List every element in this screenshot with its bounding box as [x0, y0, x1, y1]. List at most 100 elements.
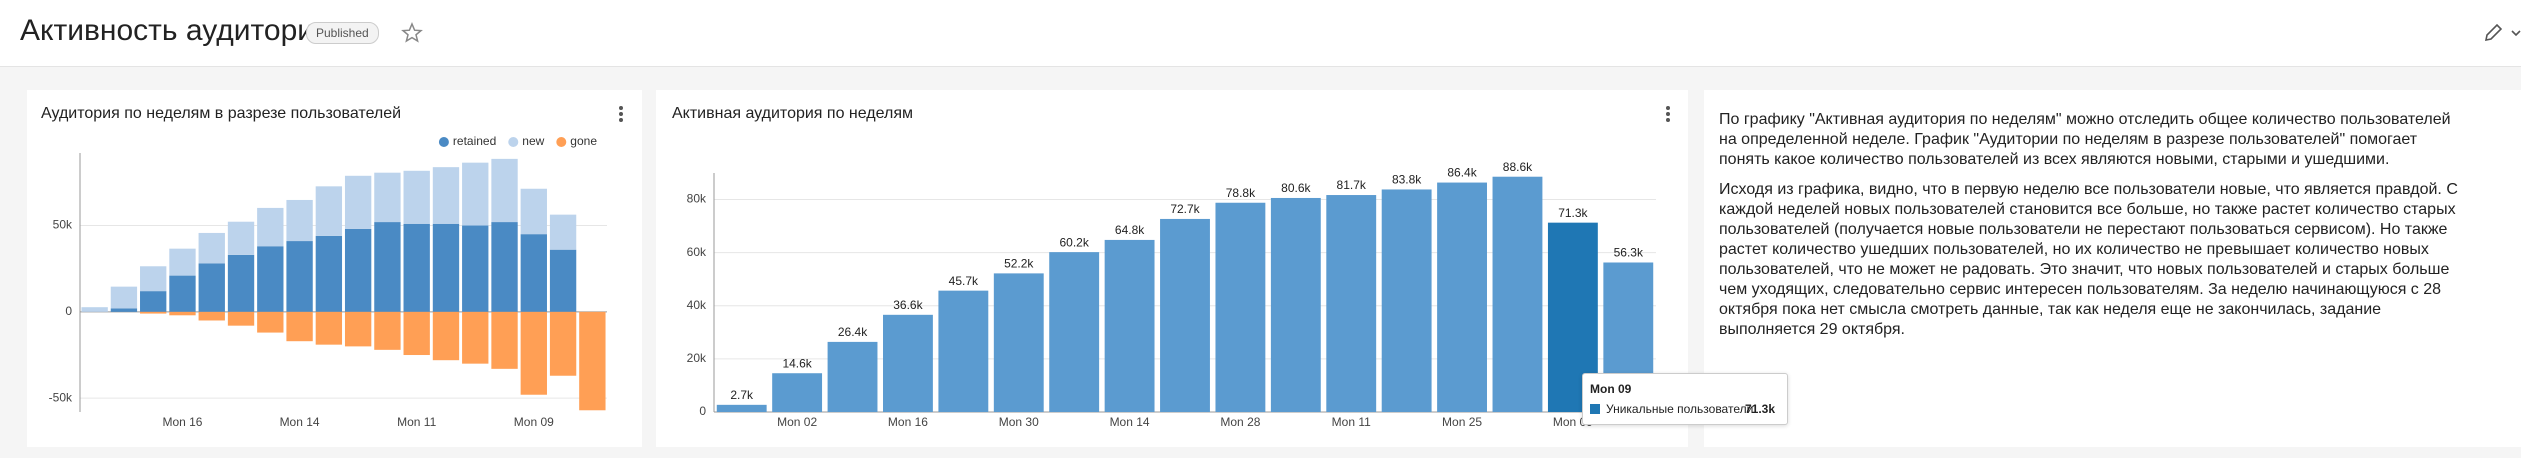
- header: Активность аудитории Published: [0, 0, 2521, 67]
- menu-button[interactable]: [619, 106, 623, 122]
- data-label: 80.6k: [1281, 181, 1311, 195]
- x-tick-label: Mon 25: [1442, 415, 1482, 429]
- chart-panel: Активная аудитория по неделям 0 20k 40k 60k 8…: [656, 90, 1688, 447]
- y-tick-label: -50k: [49, 390, 73, 404]
- tooltip-series: Уникальные пользователи: [1606, 402, 1754, 416]
- legend-label: new: [522, 134, 544, 148]
- chart: Активная аудитория по неделям 0 20k 40k 60k 8…: [672, 105, 1670, 429]
- data-label: 2.7k: [730, 388, 754, 402]
- bar-segment: [403, 170, 430, 224]
- bar: [716, 404, 767, 412]
- x-tick-label: Mon 16: [162, 415, 202, 429]
- x-tick-label: Mon 09: [514, 415, 554, 429]
- bar-segment: [198, 263, 225, 312]
- data-label: 64.8k: [1115, 223, 1145, 237]
- legend-swatch: [438, 137, 449, 147]
- more-button[interactable]: [2510, 22, 2521, 44]
- x-tick-label: Mon 02: [777, 415, 817, 429]
- bar: [938, 290, 989, 412]
- paragraph: Исходя из графика, видно, что в первую н…: [1719, 181, 2458, 338]
- bar-segment: [520, 234, 547, 312]
- bar-segment: [374, 222, 401, 312]
- bar-segment: [110, 308, 138, 312]
- chart-title: Активная аудитория по неделям: [672, 105, 913, 122]
- bar-segment: [462, 311, 489, 364]
- y-tick-label: 0: [65, 304, 72, 318]
- bar-segment: [81, 307, 108, 312]
- x-tick-label: Mon 30: [999, 415, 1039, 429]
- data-label: 71.3k: [1558, 206, 1588, 220]
- bar: [993, 273, 1044, 412]
- bar: [1437, 182, 1487, 412]
- bar-segment: [169, 248, 196, 276]
- tooltip-value: 71.3k: [1744, 402, 1775, 416]
- bar: [883, 314, 933, 412]
- bar: [827, 341, 878, 412]
- x-tick-label: Mon 28: [1220, 415, 1260, 429]
- bar-segment: [140, 291, 167, 312]
- bar-segment: [227, 221, 255, 255]
- x-tick-label: Mon 16: [888, 415, 928, 429]
- paragraph: По графику "Активная аудитория по неделя…: [1719, 111, 2451, 168]
- chart-title: Аудитория по неделям в разрезе пользоват…: [41, 105, 401, 122]
- bar-segment: [257, 207, 284, 247]
- bar-segment: [169, 275, 196, 312]
- bar-segment: [227, 311, 255, 326]
- bar-segment: [344, 175, 372, 229]
- x-tick-label: Mon 11: [397, 415, 436, 429]
- bar: [1492, 176, 1543, 412]
- tooltip: Mon 09 Уникальные пользователи 71.3k: [1582, 373, 1788, 425]
- bar-segment: [344, 228, 372, 312]
- data-label: 52.2k: [1004, 257, 1034, 271]
- bar: [1215, 202, 1266, 412]
- chart-panel: Аудитория по неделям в разрезе пользоват…: [27, 90, 642, 447]
- bar-segment: [403, 223, 430, 312]
- bar-segment: [491, 158, 518, 223]
- legend-swatch: [508, 137, 519, 147]
- bar-segment: [315, 235, 343, 312]
- bar: [1049, 252, 1100, 412]
- tooltip-category: Mon 09: [1590, 382, 1632, 396]
- bar-segment: [110, 286, 138, 309]
- text-panel: По графику "Активная аудитория по неделя…: [1704, 90, 2521, 447]
- data-label: 72.7k: [1170, 202, 1200, 216]
- bar: [1326, 195, 1377, 412]
- data-label: 83.8k: [1392, 173, 1422, 187]
- data-label: 14.6k: [782, 356, 812, 370]
- bar-segment: [491, 222, 518, 312]
- bar-segment: [140, 266, 167, 292]
- bar-segment: [315, 186, 343, 236]
- data-label: 60.2k: [1059, 235, 1089, 249]
- bar-segment: [286, 311, 313, 342]
- bar-segment: [286, 199, 313, 242]
- bar-segment: [520, 311, 547, 395]
- bar-segment: [520, 188, 547, 235]
- bar-segment: [462, 225, 489, 312]
- menu-button[interactable]: [1666, 106, 1670, 122]
- bar-segment: [374, 311, 401, 350]
- chart: Аудитория по неделям в разрезе пользоват…: [41, 105, 623, 429]
- y-tick-label: 0: [699, 404, 706, 418]
- bar-segment: [549, 311, 577, 376]
- bar-segment: [198, 311, 225, 321]
- status-badge: Published: [306, 22, 379, 44]
- bar-segment: [286, 241, 313, 312]
- bar-segment: [462, 162, 489, 226]
- y-tick-label: 20k: [687, 351, 707, 365]
- bar-segment: [549, 249, 577, 312]
- y-tick-label: 40k: [687, 298, 707, 312]
- bar-segment: [198, 232, 225, 264]
- edit-button[interactable]: [2482, 22, 2504, 44]
- favorite-star[interactable]: [401, 22, 423, 44]
- legend-label: gone: [570, 134, 597, 148]
- data-label: 81.7k: [1337, 178, 1367, 192]
- y-tick-label: 80k: [687, 192, 707, 206]
- bar-segment: [491, 311, 518, 369]
- data-label: 56.3k: [1614, 246, 1644, 260]
- data-label: 45.7k: [949, 274, 979, 288]
- bar-segment: [432, 311, 460, 361]
- data-label: 26.4k: [838, 325, 868, 339]
- bar-segment: [140, 311, 167, 314]
- x-tick-label: Mon 14: [1110, 415, 1150, 429]
